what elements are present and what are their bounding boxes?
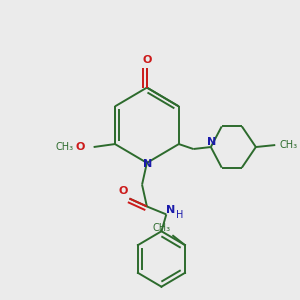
Text: N: N — [166, 206, 175, 215]
Text: H: H — [176, 210, 184, 220]
Text: CH₃: CH₃ — [280, 140, 298, 150]
Text: O: O — [142, 55, 152, 65]
Text: N: N — [207, 137, 216, 147]
Text: N: N — [143, 159, 152, 169]
Text: CH₃: CH₃ — [56, 142, 74, 152]
Text: O: O — [75, 142, 85, 152]
Text: O: O — [119, 186, 128, 196]
Text: CH₃: CH₃ — [153, 223, 171, 233]
